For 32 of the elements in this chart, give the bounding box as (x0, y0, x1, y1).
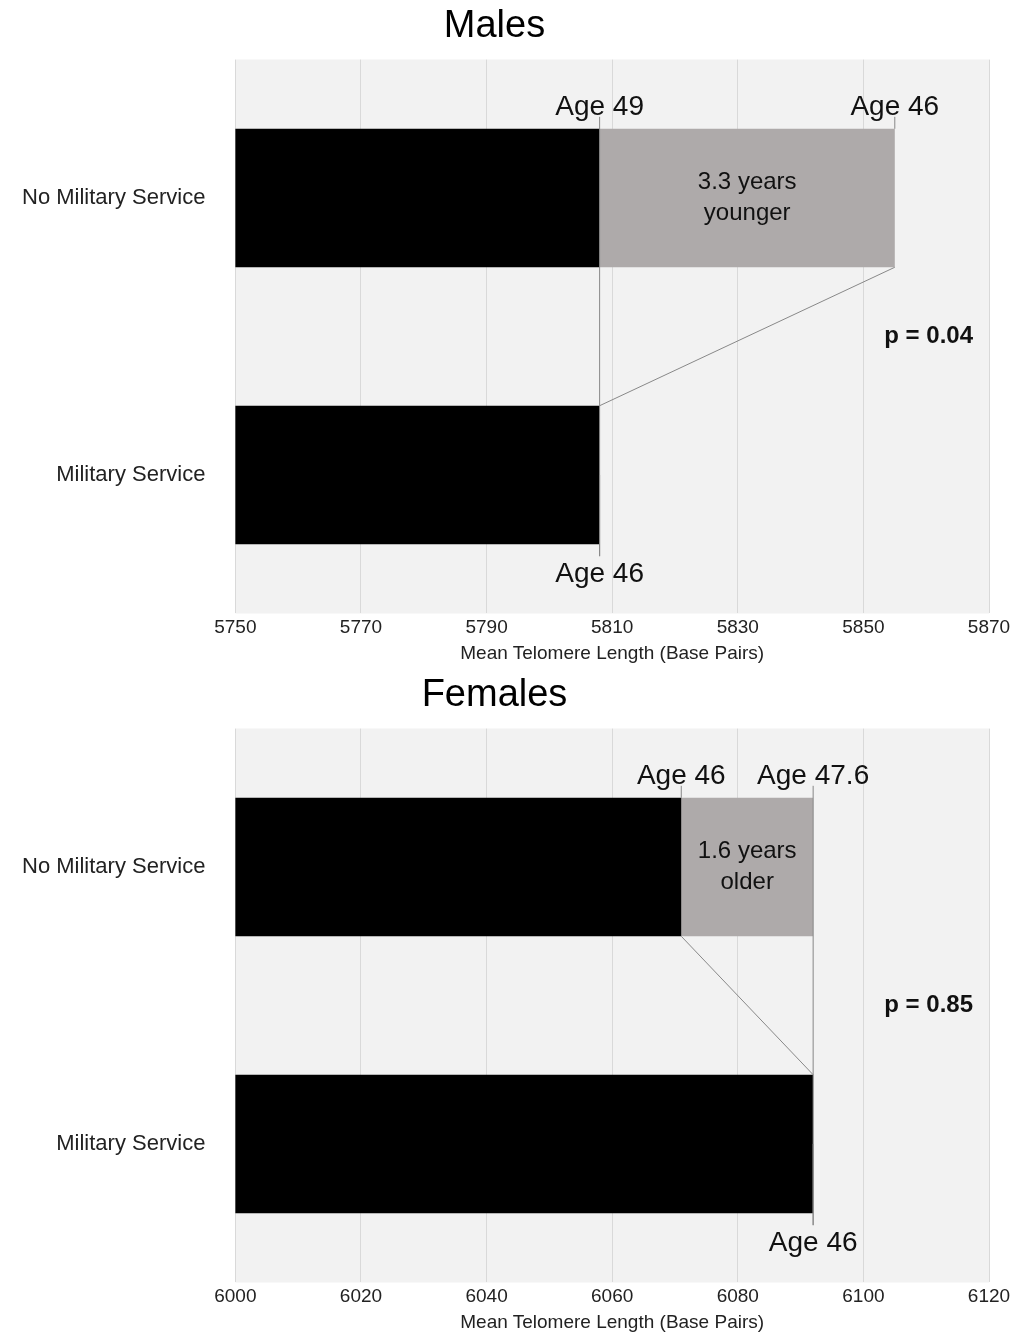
annotation: Age 46 (850, 89, 940, 121)
y-tick-label: No Military Service (21, 853, 206, 879)
x-axis-title: Mean Telomere Length (Base Pairs) (460, 641, 765, 663)
x-tick-label: 5810 (591, 616, 634, 638)
chart-title: Females (421, 672, 568, 715)
y-tick-label: Military Service (56, 461, 206, 487)
x-tick-label: 5870 (967, 616, 1011, 638)
x-tick-label: 6040 (465, 1285, 508, 1307)
annotation: 3.3 years younger (697, 167, 797, 226)
annotation: Age 49 (555, 89, 644, 121)
annotation: 1.6 years older (697, 836, 797, 895)
x-tick-label: 5850 (842, 616, 885, 638)
x-tick-label: 5790 (465, 616, 508, 638)
x-tick-label: 5750 (214, 616, 257, 638)
chart-title: Males (443, 3, 546, 46)
x-tick-label: 6020 (339, 1285, 383, 1307)
x-tick-label: 5770 (339, 616, 383, 638)
annotation: Age 46 (636, 758, 726, 790)
y-tick-label: No Military Service (21, 184, 206, 210)
x-tick-label: 6000 (214, 1285, 257, 1307)
annotation: Age 46 (555, 556, 644, 588)
annotation: Age 47.6 (757, 758, 870, 790)
annotation: Age 46 (768, 1225, 858, 1257)
x-tick-label: 6060 (591, 1285, 634, 1307)
x-tick-label: 6100 (842, 1285, 885, 1307)
x-tick-label: 6080 (716, 1285, 759, 1307)
x-tick-label: 6120 (967, 1285, 1011, 1307)
x-tick-label: 5830 (716, 616, 759, 638)
x-axis-title: Mean Telomere Length (Base Pairs) (460, 1310, 765, 1332)
y-tick-label: Military Service (56, 1130, 206, 1156)
annotation: p = 0.04 (884, 321, 974, 349)
annotation: p = 0.85 (884, 990, 973, 1018)
